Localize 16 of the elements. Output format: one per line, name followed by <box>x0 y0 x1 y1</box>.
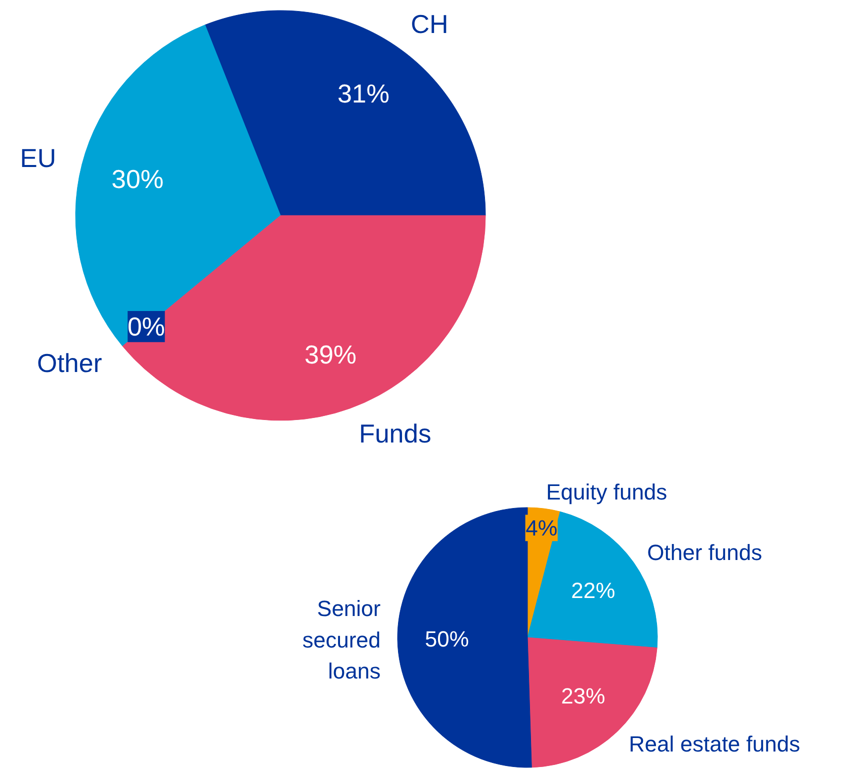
data-label: 22% <box>571 578 616 604</box>
slice-label: Senior secured loans <box>302 596 381 684</box>
slice-label: Funds <box>358 418 432 448</box>
slice-label: Equity funds <box>546 479 668 504</box>
data-label: 30% <box>112 164 164 194</box>
slice-label: CH <box>410 8 448 39</box>
data-label: 50% <box>424 626 469 652</box>
slice-label: Real estate funds <box>628 731 800 756</box>
data-label: 39% <box>304 339 357 370</box>
data-label: 31% <box>337 78 390 108</box>
data-label: 23% <box>561 683 606 708</box>
text: 0% <box>127 312 166 342</box>
data-label: 4% <box>526 515 558 540</box>
slice-label: EU <box>20 142 56 173</box>
slice-label: Other funds <box>647 540 762 565</box>
category-label: Other <box>36 348 102 378</box>
